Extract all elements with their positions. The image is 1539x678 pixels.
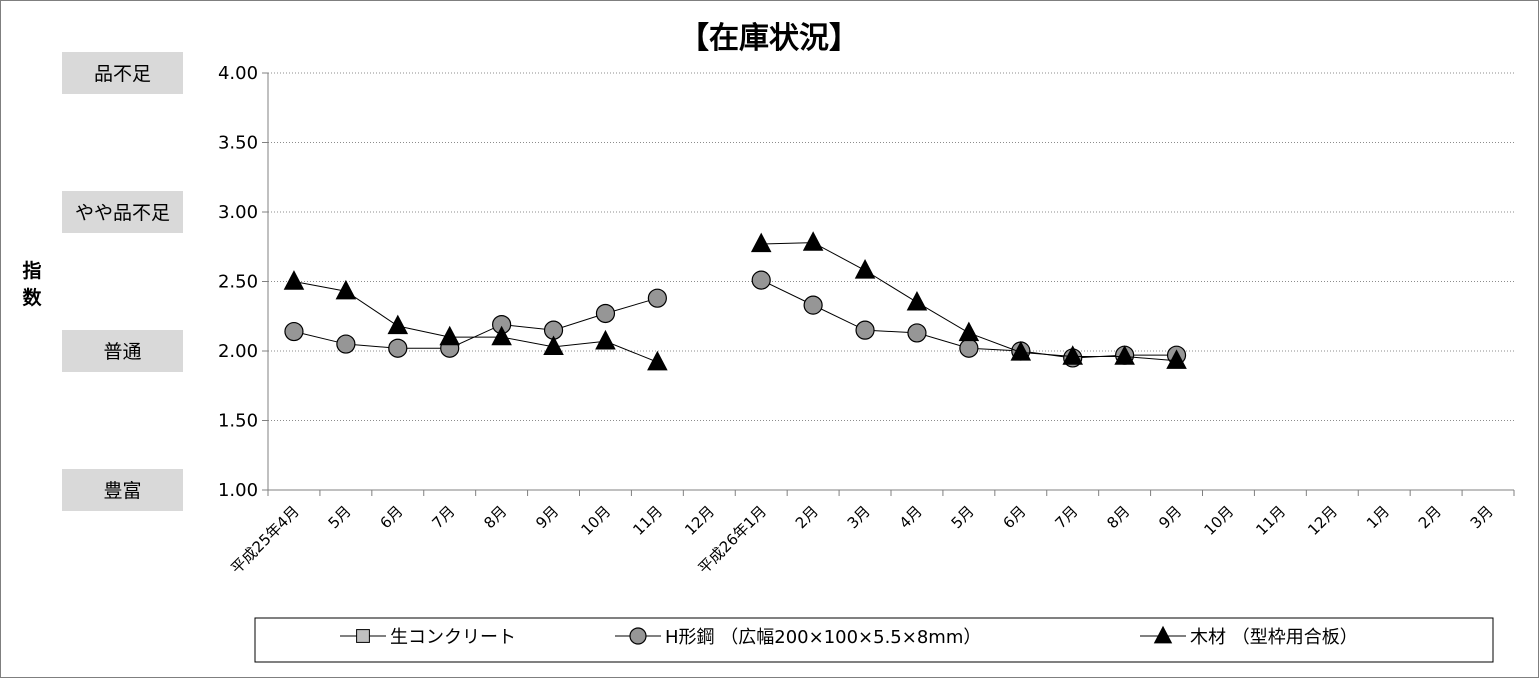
legend: 生コンクリート H形鋼 （広幅200×100×5.5×8mm） 木材 （型枠用合板） (254, 617, 1494, 663)
data-point-triangle (387, 314, 409, 335)
x-tick-label: 10月 (577, 502, 614, 539)
data-point-triangle (958, 321, 980, 342)
x-tick-label: 2月 (792, 502, 822, 532)
data-point-circle (284, 321, 304, 342)
data-point-triangle (491, 325, 512, 346)
data-point-triangle (1114, 345, 1135, 365)
x-tick-label: 11月 (1252, 502, 1289, 539)
data-point-square (356, 629, 370, 643)
x-tick-label: 12月 (681, 502, 718, 539)
y-tick-label: 3.50 (218, 133, 258, 154)
data-point-circle (336, 334, 356, 354)
data-point-circle (647, 288, 667, 308)
x-tick-label: 平成25年4月 (227, 502, 302, 577)
x-tick-label: 1月 (1363, 502, 1393, 532)
data-point-triangle (595, 329, 616, 350)
y-axis-label: 指数 (22, 260, 42, 309)
y-axis-label-char: 指 (22, 260, 41, 282)
data-point-circle (629, 627, 647, 645)
data-point-circle (959, 338, 979, 358)
legend-label: 木材 （型枠用合板） (1190, 627, 1358, 648)
data-point-triangle (802, 231, 824, 251)
y-tick-label: 2.50 (218, 272, 258, 293)
x-tick-label: 6月 (377, 502, 407, 532)
legend-label: 生コンクリート (390, 627, 516, 648)
y-category-label: 普通 (103, 341, 141, 363)
data-point-triangle (906, 291, 928, 311)
data-point-triangle (1010, 341, 1032, 361)
y-category-label: 豊富 (103, 480, 141, 502)
chart-title: 【在庫状況】 (679, 21, 859, 56)
y-tick-label: 3.00 (218, 202, 258, 223)
x-tick-label: 6月 (1000, 502, 1030, 532)
y-tick-label: 1.00 (218, 480, 258, 501)
y-tick-labels: 1.00 1.50 2.00 2.50 3.00 3.50 4.00 (218, 63, 258, 501)
y-category-box (62, 469, 183, 511)
x-tick-label: 10月 (1200, 502, 1237, 539)
gridlines (268, 72, 1514, 421)
x-tick-label: 7月 (1051, 502, 1081, 532)
data-point-triangle (335, 279, 357, 300)
data-point-triangle (543, 335, 564, 356)
data-point-triangle (439, 325, 460, 346)
y-axis-label-char: 数 (22, 286, 42, 309)
data-point-triangle (1153, 625, 1173, 644)
y-tick-label: 1.50 (218, 411, 258, 432)
data-point-circle (803, 295, 823, 315)
x-tick-label: 4月 (896, 502, 926, 532)
x-tick-label: 2月 (1415, 502, 1445, 532)
legend-label: H形鋼 （広幅200×100×5.5×8mm） (665, 627, 981, 648)
x-tick-label: 5月 (325, 502, 355, 532)
legend-box (254, 617, 1494, 663)
data-point-triangle (1062, 345, 1083, 365)
y-category-label: やや品不足 (75, 202, 170, 224)
data-point-triangle (1166, 349, 1187, 369)
data-point-circle (751, 270, 771, 290)
data-point-triangle (283, 270, 305, 290)
series-lines (283, 231, 1187, 371)
axes (262, 72, 1515, 496)
x-tick-label: 8月 (480, 502, 510, 532)
x-tick-label: 9月 (532, 502, 562, 532)
x-tick-label: 8月 (1103, 502, 1133, 532)
x-tick-label: 9月 (1155, 502, 1185, 532)
y-category-box (62, 191, 183, 233)
x-tick-label: 3月 (1467, 502, 1497, 532)
x-tick-label: 12月 (1304, 502, 1341, 539)
y-category-box (62, 52, 183, 94)
data-point-triangle (750, 232, 772, 253)
data-point-circle (388, 338, 408, 358)
data-point-circle (907, 323, 927, 343)
y-category-label: 品不足 (94, 63, 151, 85)
data-point-triangle (854, 259, 876, 279)
x-tick-label: 5月 (948, 502, 978, 532)
y-tick-label: 2.00 (218, 341, 258, 362)
x-tick-label: 3月 (844, 502, 874, 532)
data-point-triangle (647, 350, 668, 371)
y-tick-label: 4.00 (218, 63, 258, 84)
data-point-circle (855, 320, 875, 340)
x-tick-label: 7月 (428, 502, 458, 532)
data-point-circle (595, 303, 616, 324)
y-category-box (62, 330, 183, 372)
x-tick-label: 11月 (629, 502, 666, 539)
